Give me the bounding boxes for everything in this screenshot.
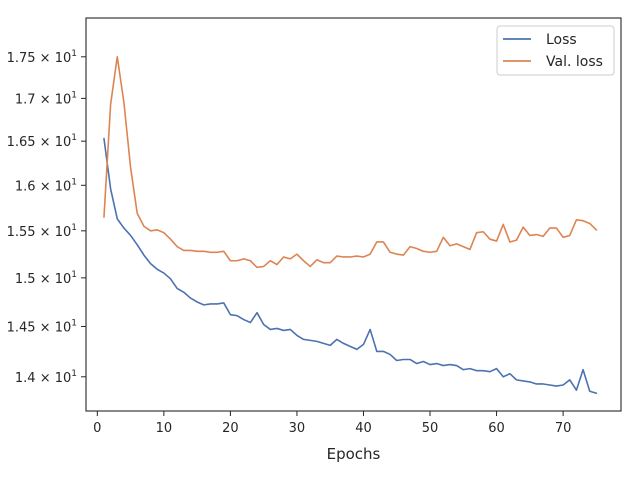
x-tick-label: 70 bbox=[555, 421, 572, 436]
y-tick-label: 1.45 × 101 bbox=[7, 318, 77, 335]
y-tick-label: 1.55 × 101 bbox=[7, 223, 77, 240]
plot-frame bbox=[85, 17, 622, 412]
y-tick-label: 1.5 × 101 bbox=[15, 270, 77, 287]
y-tick-label: 1.6 × 101 bbox=[15, 177, 77, 194]
x-axis-ticks: 0 10 20 30 40 50 60 70 bbox=[93, 411, 571, 436]
x-tick-label: 10 bbox=[156, 421, 173, 436]
plot-area-background bbox=[86, 18, 621, 411]
series-layer bbox=[103, 55, 598, 395]
series-line-loss bbox=[103, 137, 598, 395]
y-tick-label: 1.7 × 101 bbox=[15, 90, 77, 107]
x-tick-label: 60 bbox=[488, 421, 505, 436]
legend: Loss Val. loss bbox=[496, 25, 615, 76]
y-tick-label: 1.75 × 101 bbox=[7, 49, 77, 66]
x-tick-label: 40 bbox=[355, 421, 372, 436]
series-line-val-loss bbox=[103, 55, 598, 269]
legend-label-loss: Loss bbox=[546, 32, 577, 48]
y-tick-label: 1.4 × 101 bbox=[15, 369, 77, 386]
x-tick-label: 0 bbox=[93, 421, 101, 436]
y-axis-ticks: 1.4 × 101 1.45 × 101 1.5 × 101 1.55 × 101 1.… bbox=[7, 49, 86, 386]
x-axis-label: Epochs bbox=[327, 445, 381, 463]
x-tick-label: 50 bbox=[422, 421, 439, 436]
legend-label-val-loss: Val. loss bbox=[546, 54, 603, 70]
x-tick-label: 20 bbox=[222, 421, 239, 436]
x-tick-label: 30 bbox=[289, 421, 306, 436]
y-tick-label: 1.65 × 101 bbox=[7, 133, 77, 150]
